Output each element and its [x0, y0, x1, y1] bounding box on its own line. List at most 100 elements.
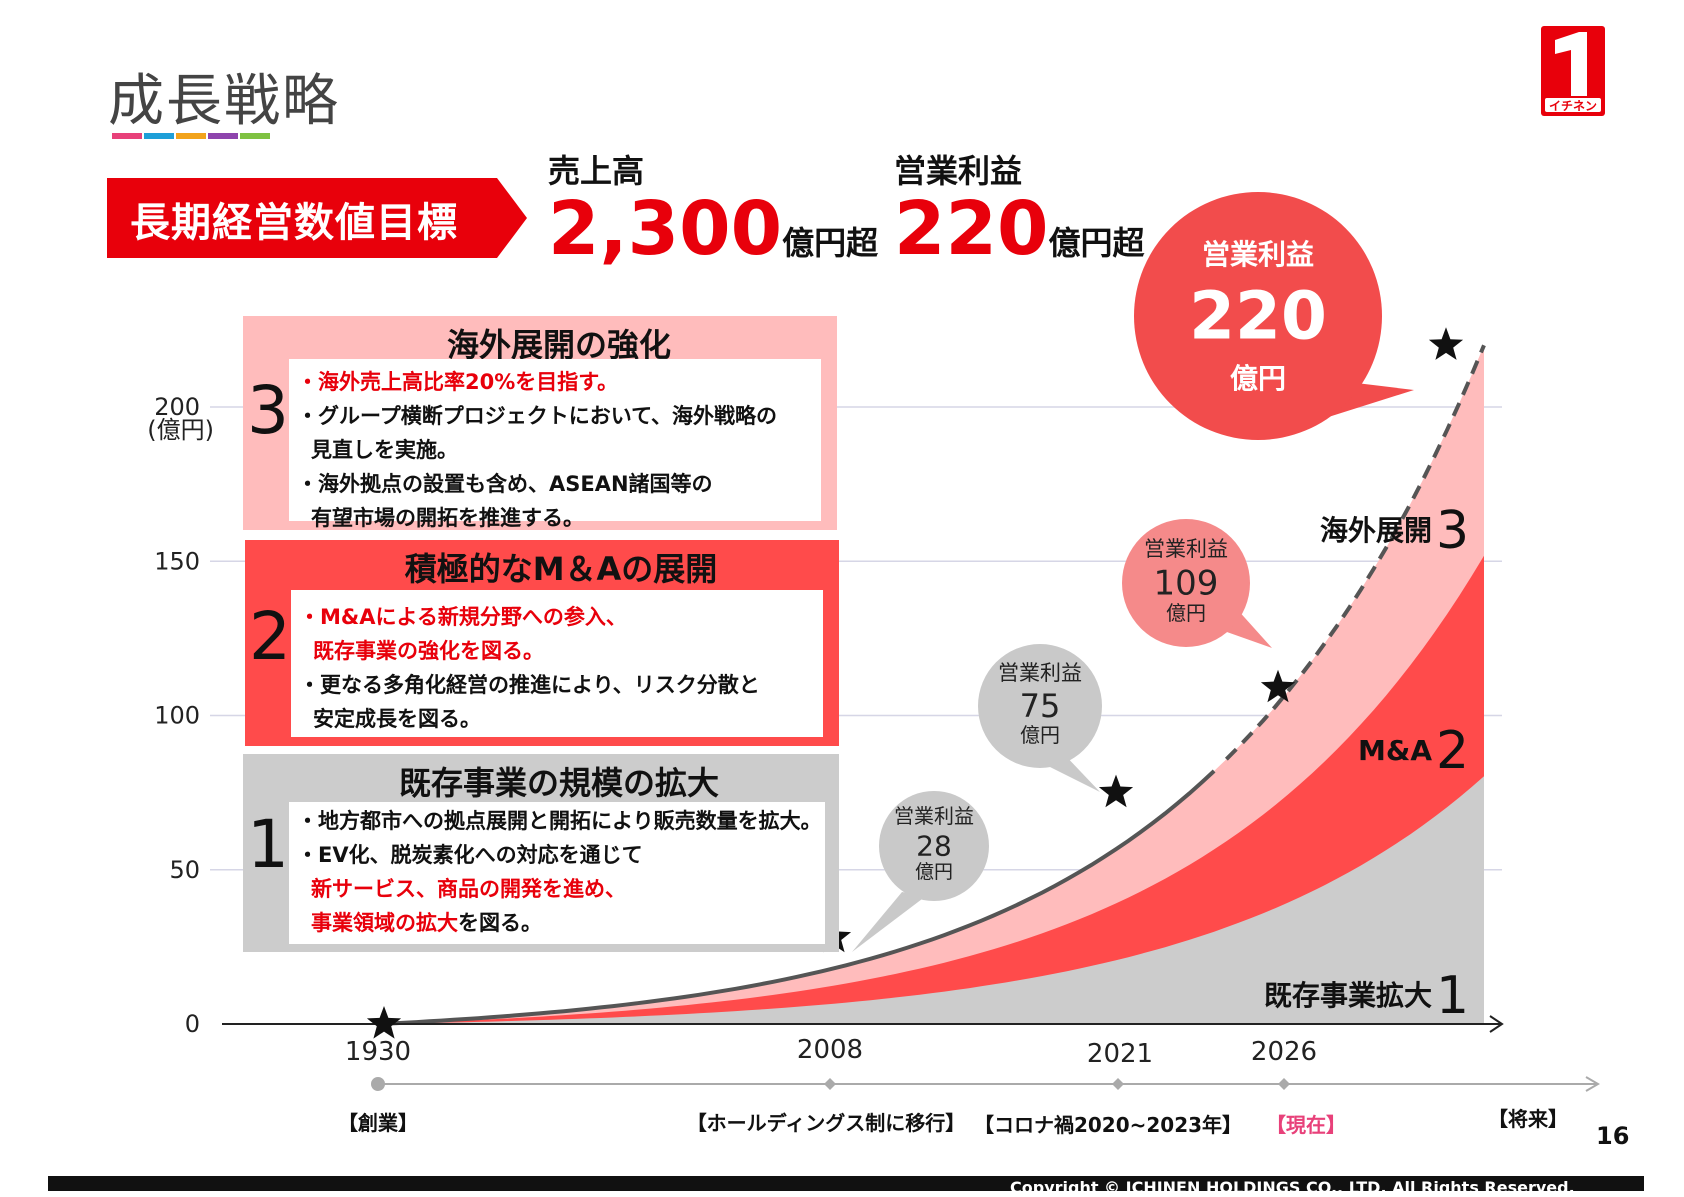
- x-milestone-label: 2026: [1251, 1037, 1317, 1067]
- area-series-3: [380, 776, 1484, 1024]
- bullet-text: ・EV化、脱炭素化への対応を通じて: [297, 843, 643, 867]
- x-milestone-label: 2008: [797, 1035, 863, 1065]
- profit-label: 営業利益: [894, 152, 1023, 190]
- callout-unit: 億円: [1020, 723, 1060, 747]
- ichinen-logo: イチネン: [1541, 26, 1605, 116]
- timeline-marker: [824, 1078, 836, 1090]
- profit-callout: [879, 791, 989, 901]
- milestone-star-icon: [366, 1006, 402, 1039]
- panel-number: 2: [249, 598, 291, 675]
- callout-value: 28: [916, 830, 952, 863]
- panel-body: ・地方都市への拠点展開と開拓により販売数量を拡大。 ・EV化、脱炭素化への対応を通…: [289, 802, 825, 944]
- timeline-label: 【現在】: [1266, 1113, 1346, 1137]
- panel-bullet-line: ・EV化、脱炭素化への対応を通じて: [297, 838, 817, 872]
- sales-target: 2,300億円超: [548, 192, 878, 266]
- timeline-label: 【創業】: [338, 1111, 418, 1135]
- timeline-arrow: [1585, 1076, 1600, 1092]
- series-number: 1: [1436, 966, 1469, 1026]
- trend-line: [379, 769, 1216, 1026]
- x-milestone-label: 2021: [1087, 1039, 1153, 1069]
- underline-segment-green: [240, 133, 270, 139]
- bullet-text: ・M&Aによる新規分野への参入、: [299, 605, 627, 629]
- strategy-panel-ma: 2 積極的なM＆Aの展開 ・M&Aによる新規分野への参入、既存事業の強化を図る。…: [245, 540, 839, 746]
- panel-body: ・M&Aによる新規分野への参入、既存事業の強化を図る。・更なる多角化経営の推進に…: [291, 590, 823, 737]
- panel-bullet-line: ・更なる多角化経営の推進により、リスク分散と: [299, 668, 815, 702]
- callout-unit: 億円: [1230, 362, 1286, 395]
- panel-bullet-line: 安定成長を図る。: [299, 702, 815, 736]
- panel-bullet-line: ・グループ横断プロジェクトにおいて、海外戦略の: [297, 399, 813, 433]
- y-axis-label: (億円): [147, 416, 214, 444]
- profit-callout: [1122, 519, 1250, 647]
- sales-label: 売上高: [548, 152, 645, 190]
- series-label: M&A: [1358, 734, 1432, 767]
- panel-bullet-line: 事業領域の拡大を図る。: [297, 906, 817, 940]
- panel-bullet-line: ・海外拠点の設置も含め、ASEAN諸国等の: [297, 467, 813, 501]
- panel-bullet-line: ・地方都市への拠点展開と開拓により販売数量を拡大。: [297, 804, 822, 838]
- sales-value: 2,300: [548, 186, 783, 272]
- series-number: 3: [1436, 501, 1469, 561]
- strategy-panel-overseas: 3 海外展開の強化 ・海外売上高比率20%を目指す。・グループ横断プロジェクトに…: [243, 316, 837, 530]
- panel-title: 既存事業の規模の拡大: [398, 764, 719, 802]
- timeline-label: 【コロナ禍2020~2023年】: [974, 1113, 1242, 1137]
- bullet-text: 見直しを実施。: [311, 438, 458, 462]
- x-milestone-label: 1930: [345, 1037, 411, 1067]
- underline-segment-pink: [112, 133, 142, 139]
- bullet-text: ・地方都市への拠点展開と開拓により販売数量を拡大。: [297, 809, 822, 833]
- callout-value: 220: [1189, 277, 1327, 354]
- callout-label: 営業利益: [894, 804, 974, 828]
- y-tick-label: 200: [154, 393, 200, 421]
- milestone-star-icon: [1260, 669, 1296, 703]
- callout-unit: 億円: [1166, 601, 1206, 625]
- x-axis-arrow: [1489, 1015, 1504, 1033]
- callout-label: 営業利益: [1144, 537, 1228, 561]
- callout-label: 営業利益: [998, 661, 1082, 685]
- bullet-text: 既存事業の強化を図る。: [313, 639, 544, 663]
- callout-value: 75: [1020, 687, 1061, 725]
- panel-title: 積極的なM＆Aの展開: [404, 550, 718, 588]
- profit-callout: [1134, 192, 1382, 440]
- profit-unit: 億円超: [1048, 224, 1145, 262]
- callout-value: 109: [1154, 564, 1219, 604]
- copyright: Copyright © ICHINEN HOLDINGS CO., LTD. A…: [1010, 1178, 1575, 1197]
- series-number: 2: [1436, 721, 1469, 781]
- series-label: 既存事業拡大: [1264, 979, 1432, 1012]
- panel-number: 1: [247, 806, 289, 883]
- y-tick-label: 150: [154, 547, 200, 575]
- area-series-2: [380, 555, 1484, 1024]
- y-tick-label: 50: [169, 856, 200, 884]
- strategy-panel-existing: 1 既存事業の規模の拡大 ・地方都市への拠点展開と開拓により販売数量を拡大。 ・E…: [243, 754, 839, 952]
- target-banner: [107, 178, 527, 258]
- series-label: 海外展開: [1320, 514, 1432, 547]
- y-tick-label: 100: [154, 702, 200, 730]
- underline-segment-blue: [144, 133, 174, 139]
- callout-tail: [852, 892, 926, 952]
- bullet-text: ・海外拠点の設置も含め、ASEAN諸国等の: [297, 472, 713, 496]
- panel-title: 海外展開の強化: [446, 326, 671, 364]
- callout-label: 営業利益: [1202, 238, 1314, 271]
- panel-bullet-line: 新サービス、商品の開発を進め、: [297, 872, 817, 906]
- bullet-suffix: を図る。: [458, 911, 542, 935]
- bullet-text: ・更なる多角化経営の推進により、リスク分散と: [299, 673, 760, 697]
- panel-bullet-line: ・海外売上高比率20%を目指す。: [297, 365, 813, 399]
- target-banner-text: 長期経営数値目標: [130, 200, 458, 246]
- milestone-star-icon: [1428, 327, 1464, 360]
- panel-bullet-line: 既存事業の強化を図る。: [299, 634, 815, 668]
- page-title: 成長戦略: [108, 69, 340, 134]
- timeline-label: 【ホールディングス制に移行】: [687, 1111, 966, 1135]
- panel-bullet-line: 有望市場の開拓を推進する。: [297, 501, 813, 535]
- callout-unit: 億円: [915, 861, 953, 883]
- timeline-label: 【将来】: [1488, 1107, 1568, 1131]
- panel-number: 3: [247, 372, 289, 449]
- bullet-text: ・グループ横断プロジェクトにおいて、海外戦略の: [297, 404, 778, 428]
- timeline-dot: [371, 1077, 385, 1091]
- panel-bullet-line: ・M&Aによる新規分野への参入、: [299, 600, 815, 634]
- bullet-text: 事業領域の拡大: [311, 911, 458, 935]
- panel-body: ・海外売上高比率20%を目指す。・グループ横断プロジェクトにおいて、海外戦略の見…: [289, 359, 821, 530]
- timeline-marker: [1112, 1078, 1124, 1090]
- profit-callout: [978, 644, 1102, 768]
- page-number: 16: [1596, 1122, 1630, 1150]
- y-tick-label: 0: [185, 1010, 200, 1038]
- timeline-marker: [1278, 1078, 1290, 1090]
- bullet-text: 有望市場の開拓を推進する。: [311, 506, 584, 530]
- bullet-text: 新サービス、商品の開発を進め、: [311, 877, 626, 901]
